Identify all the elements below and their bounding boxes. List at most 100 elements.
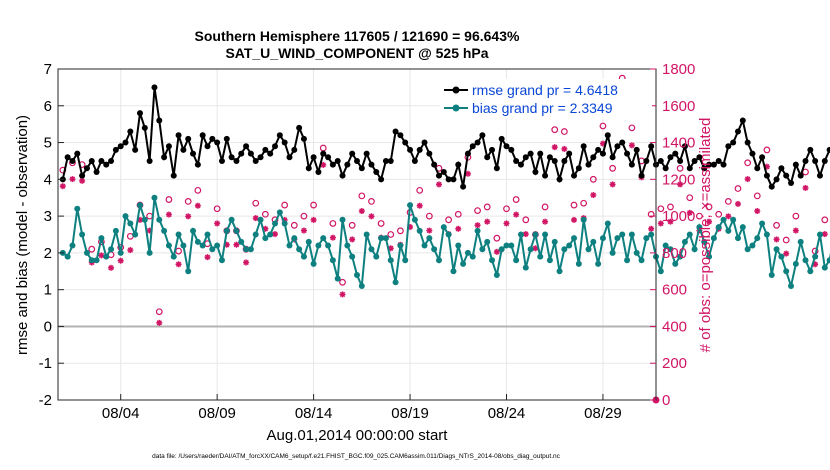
bias-point bbox=[161, 227, 168, 234]
bias-point bbox=[706, 253, 713, 260]
obs-possible-marker bbox=[310, 201, 317, 209]
rmse-point bbox=[662, 165, 669, 172]
obs-assimilated-stroke bbox=[465, 171, 471, 177]
obs-assimilated-marker bbox=[561, 145, 568, 152]
bias-point bbox=[431, 246, 438, 253]
rmse-point bbox=[474, 139, 481, 146]
rmse-point bbox=[194, 161, 201, 168]
bias-point bbox=[156, 216, 163, 223]
rmse-point bbox=[633, 146, 640, 153]
bias-point bbox=[517, 231, 524, 238]
bias-point bbox=[763, 231, 770, 238]
obs-possible-marker bbox=[782, 236, 790, 244]
bias-point bbox=[132, 231, 139, 238]
obs-assimilated-marker bbox=[98, 252, 105, 259]
bias-point bbox=[522, 264, 529, 271]
obs-assimilated-stroke bbox=[455, 226, 461, 232]
obs-assimilated-marker bbox=[802, 184, 809, 191]
bias-point bbox=[643, 235, 650, 242]
obs-possible-marker bbox=[348, 221, 356, 229]
obs-possible-marker bbox=[560, 128, 568, 135]
bias-point bbox=[339, 216, 346, 223]
obs-assimilated-marker bbox=[464, 170, 471, 177]
rmse-point bbox=[83, 165, 90, 172]
bias-point bbox=[778, 253, 785, 260]
bias-point bbox=[233, 227, 240, 234]
bias-point bbox=[696, 224, 703, 231]
rmse-point bbox=[759, 154, 766, 161]
obs-assimilated-stroke bbox=[426, 227, 433, 234]
rmse-point bbox=[252, 157, 259, 164]
rmse-point bbox=[175, 132, 182, 139]
rmse-point bbox=[489, 146, 496, 153]
obs-assimilated-marker bbox=[127, 247, 134, 254]
rmse-point bbox=[108, 157, 115, 164]
obs-assimilated-marker bbox=[792, 227, 799, 234]
rmse-point bbox=[117, 143, 124, 150]
obs-possible-marker bbox=[570, 201, 578, 209]
x-axis-ticks: 08/04 08/09 08/14 08/19 08/24 08/29 bbox=[102, 394, 622, 422]
rmse-point bbox=[151, 84, 158, 91]
rmse-point bbox=[233, 157, 240, 164]
obs-assimilated-marker bbox=[310, 216, 317, 223]
bias-point bbox=[190, 227, 197, 234]
right-axis-ticks: 0 200 400 600 800 1000 1200 1400 1600 1800 bbox=[650, 61, 695, 409]
obs-assimilated-marker bbox=[368, 213, 375, 220]
obs-possible-marker bbox=[425, 212, 433, 220]
rmse-point bbox=[710, 161, 717, 168]
rmse-point bbox=[122, 139, 129, 146]
bias-point bbox=[614, 235, 621, 242]
rmse-point bbox=[763, 172, 770, 179]
rmse-point bbox=[546, 154, 553, 161]
obs-assimilated-stroke bbox=[677, 181, 683, 188]
rmse-point bbox=[426, 150, 433, 157]
left-axis-ticks: -2 -1 0 1 2 3 4 5 6 7 bbox=[39, 61, 64, 409]
obs-possible-marker bbox=[213, 205, 221, 213]
legend-bias-marker bbox=[452, 104, 460, 112]
obs-assimilated-stroke bbox=[552, 144, 558, 150]
bias-point bbox=[281, 220, 288, 227]
rmse-point bbox=[783, 172, 790, 179]
obs-assimilated-stroke bbox=[417, 203, 423, 209]
rmse-point bbox=[382, 157, 389, 164]
left-tick-label: -2 bbox=[39, 392, 52, 409]
left-tick-label: 0 bbox=[44, 318, 52, 335]
bias-point bbox=[382, 235, 389, 242]
rmse-point bbox=[551, 157, 558, 164]
obs-possible-marker bbox=[445, 216, 453, 224]
rmse-point bbox=[334, 157, 341, 164]
obs-assimilated-marker bbox=[725, 213, 732, 220]
bias-point bbox=[440, 224, 447, 231]
obs-assimilated-stroke bbox=[253, 215, 259, 221]
obs-assimilated-stroke bbox=[725, 213, 732, 220]
obs-assimilated-marker bbox=[59, 183, 66, 190]
obs-assimilated-stroke bbox=[494, 249, 500, 255]
obs-possible-marker bbox=[503, 205, 510, 213]
obs-assimilated-stroke bbox=[69, 176, 76, 182]
obs-assimilated-stroke bbox=[523, 231, 529, 237]
obs-assimilated-marker bbox=[426, 227, 433, 234]
rmse-point bbox=[267, 150, 274, 157]
plot-frame bbox=[57, 68, 657, 401]
bias-point bbox=[464, 249, 471, 256]
bias-point bbox=[667, 246, 674, 253]
bias-point bbox=[739, 224, 746, 231]
rmse-point bbox=[402, 139, 409, 146]
rmse-point bbox=[228, 154, 235, 161]
obs-assimilated-marker bbox=[686, 209, 693, 216]
rmse-point bbox=[161, 154, 168, 161]
rmse-point bbox=[517, 161, 524, 168]
bias-point bbox=[397, 242, 404, 249]
obs-assimilated-marker bbox=[272, 231, 279, 238]
bias-point bbox=[334, 275, 341, 282]
rmse-point bbox=[64, 154, 71, 161]
bias-point bbox=[112, 227, 119, 234]
rmse-point bbox=[826, 146, 830, 153]
rmse-point bbox=[464, 150, 471, 157]
obs-possible-marker bbox=[88, 245, 96, 253]
bias-point bbox=[151, 194, 158, 201]
rmse-point bbox=[522, 154, 529, 161]
obs-possible-marker bbox=[696, 212, 703, 220]
obs-assimilated-stroke bbox=[513, 211, 519, 218]
